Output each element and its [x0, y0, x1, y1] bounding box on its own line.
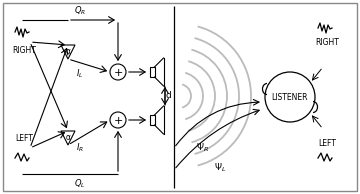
- Bar: [149, 115, 154, 125]
- Circle shape: [265, 72, 315, 122]
- Text: LEFT: LEFT: [15, 134, 33, 143]
- Text: $\Psi_L$: $\Psi_L$: [214, 162, 226, 174]
- Text: LISTENER: LISTENER: [272, 93, 308, 101]
- Text: $\Psi_R$: $\Psi_R$: [196, 142, 209, 154]
- Text: α: α: [66, 48, 71, 56]
- Text: +: +: [113, 115, 123, 126]
- Text: RIGHT: RIGHT: [315, 38, 339, 47]
- Text: $Q_L$: $Q_L$: [74, 177, 86, 190]
- Text: +: +: [113, 68, 123, 77]
- Text: $I_R$: $I_R$: [76, 142, 84, 154]
- Text: α: α: [66, 133, 71, 143]
- Text: RIGHT: RIGHT: [12, 46, 36, 55]
- Text: $I_L$: $I_L$: [76, 68, 84, 81]
- Text: $Q_R$: $Q_R$: [74, 4, 86, 17]
- Text: d: d: [166, 92, 172, 100]
- FancyBboxPatch shape: [3, 3, 357, 191]
- Bar: [149, 67, 154, 77]
- Text: LEFT: LEFT: [318, 139, 336, 148]
